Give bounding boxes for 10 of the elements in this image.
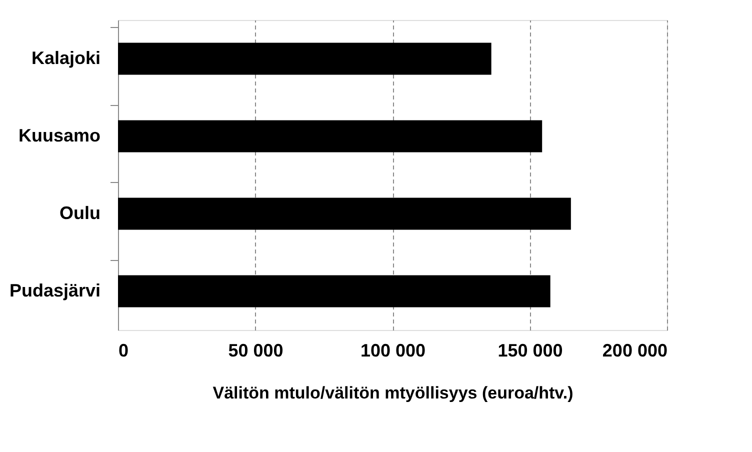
x-tick-label: 50 000 [228,340,284,360]
x-tick-label: 0 [118,340,129,360]
y-tick-label: Kuusamo [18,125,100,146]
x-axis-title: Välitön mtulo/välitön mtyöllisyys (euroa/htv.) [212,384,574,402]
x-tick-label: 200 000 [602,340,668,360]
x-tick-label: 150 000 [498,340,563,360]
y-tick-label: Pudasjärvi [9,280,100,300]
y-tick-label: Kalajoki [31,48,100,68]
y-tick-label: Oulu [60,202,100,223]
x-tick-label: 100 000 [360,340,426,360]
